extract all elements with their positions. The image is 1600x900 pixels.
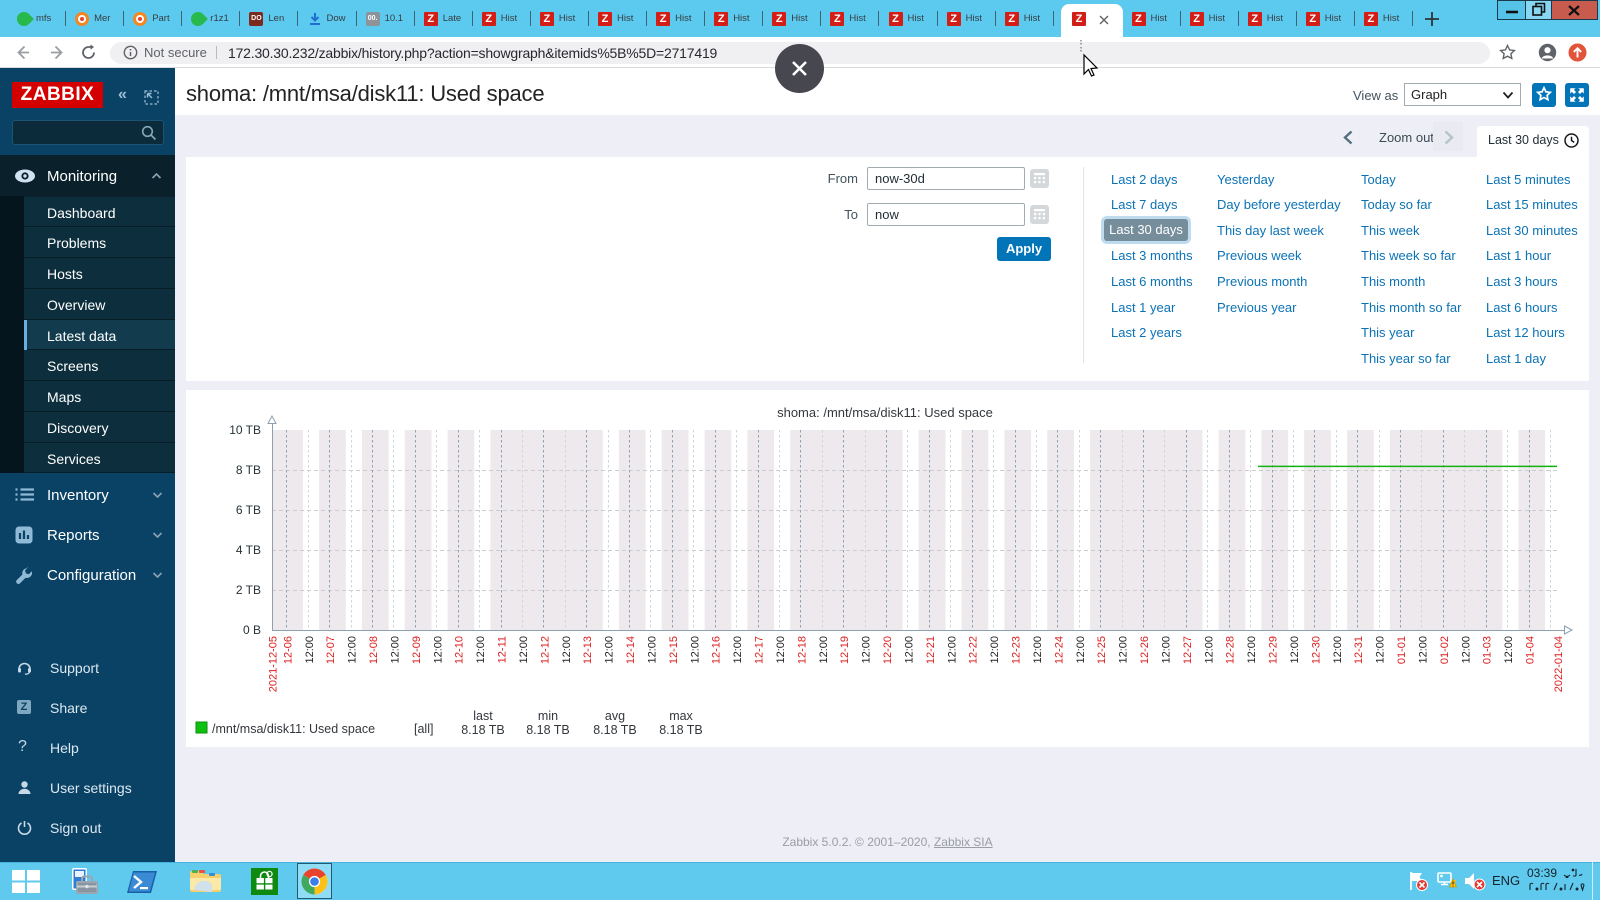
svg-text:2022-01-04: 2022-01-04 — [1553, 636, 1565, 692]
svg-text:12-19: 12-19 — [839, 636, 851, 664]
svg-text:12:00: 12:00 — [347, 636, 359, 664]
svg-text:10 TB: 10 TB — [229, 423, 261, 437]
svg-text:12:00: 12:00 — [1075, 636, 1087, 664]
svg-text:12:00: 12:00 — [818, 636, 830, 664]
svg-text:12-16: 12-16 — [711, 636, 723, 664]
svg-text:12-18: 12-18 — [796, 636, 808, 664]
svg-text:12:00: 12:00 — [1203, 636, 1215, 664]
svg-text:12:00: 12:00 — [561, 636, 573, 664]
svg-text:12:00: 12:00 — [1032, 636, 1044, 664]
svg-text:01-04: 01-04 — [1525, 636, 1537, 664]
svg-text:12-09: 12-09 — [411, 636, 423, 664]
svg-text:last: last — [473, 709, 493, 723]
svg-text:12:00: 12:00 — [1418, 636, 1430, 664]
svg-text:12:00: 12:00 — [732, 636, 744, 664]
svg-text:avg: avg — [605, 709, 625, 723]
svg-text:8.18 TB: 8.18 TB — [659, 723, 703, 737]
svg-text:12:00: 12:00 — [1289, 636, 1301, 664]
svg-text:12-06: 12-06 — [282, 636, 294, 664]
svg-text:12-07: 12-07 — [325, 636, 337, 664]
svg-text:12:00: 12:00 — [861, 636, 873, 664]
svg-text:12:00: 12:00 — [604, 636, 616, 664]
svg-text:12-25: 12-25 — [1096, 636, 1108, 664]
svg-text:12-22: 12-22 — [968, 636, 980, 664]
svg-text:12-30: 12-30 — [1310, 636, 1322, 664]
svg-text:12:00: 12:00 — [1460, 636, 1472, 664]
svg-text:12-12: 12-12 — [539, 636, 551, 664]
svg-text:12:00: 12:00 — [304, 636, 316, 664]
svg-text:12-08: 12-08 — [368, 636, 380, 664]
svg-text:12:00: 12:00 — [647, 636, 659, 664]
svg-text:max: max — [669, 709, 693, 723]
svg-text:12:00: 12:00 — [518, 636, 530, 664]
svg-text:01-03: 01-03 — [1482, 636, 1494, 664]
svg-text:12:00: 12:00 — [946, 636, 958, 664]
svg-text:6 TB: 6 TB — [236, 503, 261, 517]
svg-text:12:00: 12:00 — [1503, 636, 1515, 664]
svg-text:12:00: 12:00 — [689, 636, 701, 664]
svg-text:shoma: /mnt/msa/disk11: Used s: shoma: /mnt/msa/disk11: Used space — [777, 405, 993, 420]
svg-text:12-11: 12-11 — [497, 636, 509, 663]
svg-text:12-24: 12-24 — [1053, 636, 1065, 664]
svg-text:12:00: 12:00 — [989, 636, 1001, 664]
svg-text:8.18 TB: 8.18 TB — [593, 723, 637, 737]
svg-text:2021-12-05: 2021-12-05 — [268, 636, 280, 692]
svg-text:12:00: 12:00 — [1161, 636, 1173, 664]
svg-text:01-02: 01-02 — [1439, 636, 1451, 664]
svg-text:8.18 TB: 8.18 TB — [526, 723, 570, 737]
svg-text:12:00: 12:00 — [775, 636, 787, 664]
svg-text:8 TB: 8 TB — [236, 463, 261, 477]
svg-text:12:00: 12:00 — [432, 636, 444, 664]
svg-text:12-29: 12-29 — [1268, 636, 1280, 664]
svg-text:[all]: [all] — [414, 722, 433, 736]
svg-text:8.18 TB: 8.18 TB — [461, 723, 505, 737]
svg-text:12-26: 12-26 — [1139, 636, 1151, 664]
svg-text:12-21: 12-21 — [925, 636, 937, 664]
svg-text:12-14: 12-14 — [625, 636, 637, 664]
svg-text:12:00: 12:00 — [1332, 636, 1344, 664]
svg-text:12:00: 12:00 — [390, 636, 402, 664]
svg-text:12-17: 12-17 — [754, 636, 766, 664]
svg-text:2 TB: 2 TB — [236, 583, 261, 597]
svg-text:/mnt/msa/disk11: Used space: /mnt/msa/disk11: Used space — [212, 722, 375, 736]
svg-text:12-28: 12-28 — [1225, 636, 1237, 664]
svg-text:0 B: 0 B — [243, 623, 261, 637]
svg-text:min: min — [538, 709, 558, 723]
svg-text:12-31: 12-31 — [1353, 636, 1365, 664]
svg-text:12-10: 12-10 — [454, 636, 466, 664]
svg-text:12-27: 12-27 — [1182, 636, 1194, 664]
svg-text:01-01: 01-01 — [1396, 636, 1408, 664]
svg-text:4 TB: 4 TB — [236, 543, 261, 557]
svg-text:12:00: 12:00 — [475, 636, 487, 664]
svg-text:12:00: 12:00 — [1118, 636, 1130, 664]
svg-text:12-15: 12-15 — [668, 636, 680, 664]
svg-text:12-13: 12-13 — [582, 636, 594, 664]
svg-text:12:00: 12:00 — [1246, 636, 1258, 664]
svg-text:12-23: 12-23 — [1011, 636, 1023, 664]
svg-text:12:00: 12:00 — [904, 636, 916, 664]
svg-text:12:00: 12:00 — [1375, 636, 1387, 664]
svg-text:12-20: 12-20 — [882, 636, 894, 664]
